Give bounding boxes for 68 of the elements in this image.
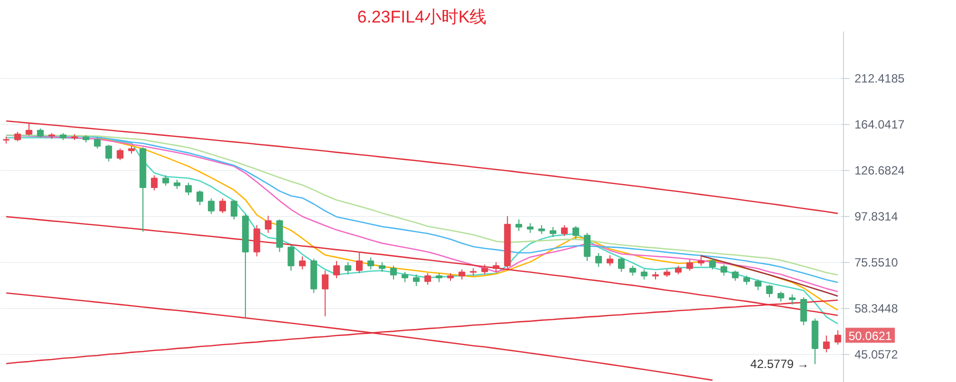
candlestick: [481, 264, 488, 275]
candlestick: [116, 148, 124, 161]
candlestick: [378, 262, 386, 272]
candlestick: [208, 198, 215, 214]
candlestick: [823, 335, 830, 353]
candlestick: [264, 215, 272, 234]
candlestick: [834, 330, 842, 346]
candlestick: [754, 279, 762, 291]
candlestick: [322, 270, 329, 317]
y-tick-label: 97.8314: [854, 210, 898, 224]
y-tick-label: 212.4185: [854, 72, 905, 86]
candlestick: [732, 270, 739, 282]
candlestick: [402, 271, 408, 283]
candlestick: [698, 254, 704, 266]
candlestick: [720, 264, 728, 276]
candlestick: [788, 294, 796, 306]
candlestick: [219, 198, 226, 214]
candlestick: [356, 251, 363, 274]
candlestick: [458, 268, 466, 280]
candlestick: [606, 254, 614, 266]
candlestick: [37, 128, 44, 138]
annotation: 42.5779 →: [750, 357, 810, 372]
candlestick: [174, 179, 180, 190]
candlestick: [162, 174, 170, 186]
candlestick: [94, 137, 101, 150]
candlestick: [686, 259, 694, 272]
candlestick: [709, 258, 716, 270]
candlestick: [185, 182, 192, 196]
candlestick: [629, 265, 636, 276]
candlestick: [14, 131, 21, 142]
line-series: [96, 136, 838, 311]
candlestick: [196, 190, 204, 206]
candlestick: [550, 226, 556, 238]
candlestick: [412, 274, 420, 287]
candlestick: [640, 268, 648, 280]
candlestick: [288, 244, 294, 272]
candlestick: [492, 262, 500, 272]
candlestick: [766, 284, 773, 298]
y-tick-label: 75.5510: [854, 256, 898, 270]
candlestick: [230, 200, 238, 220]
candlestick: [390, 265, 397, 280]
candlestick: [572, 226, 580, 240]
candlestick: [584, 232, 591, 262]
line-series: [700, 255, 838, 297]
candlestick: [561, 224, 568, 236]
candlestick: [26, 122, 32, 136]
line-series: [6, 120, 838, 214]
candlestick: [595, 252, 602, 268]
candlestick: [618, 257, 625, 272]
text: 50.0621: [848, 328, 892, 343]
candlestick: [105, 144, 112, 162]
candlestick: [299, 256, 306, 270]
candlestick: [344, 262, 352, 275]
candlestick: [743, 275, 750, 286]
candlestick: [777, 291, 784, 302]
y-tick-label: 126.6824: [854, 164, 905, 178]
y-tick-label: 164.0417: [854, 118, 905, 132]
y-tick-label: 45.0572: [854, 348, 898, 362]
candlestick: [515, 218, 522, 232]
candlestick: [526, 222, 534, 234]
candlestick: [253, 224, 260, 257]
y-tick-label: 58.3448: [854, 302, 898, 316]
candlestick: [333, 260, 340, 279]
chart-title: 6.23FIL4小时K线: [357, 8, 487, 26]
candlestick: [424, 272, 432, 286]
candlestick: [800, 296, 807, 326]
candlestick: [150, 174, 158, 191]
candlestick: [367, 257, 374, 270]
